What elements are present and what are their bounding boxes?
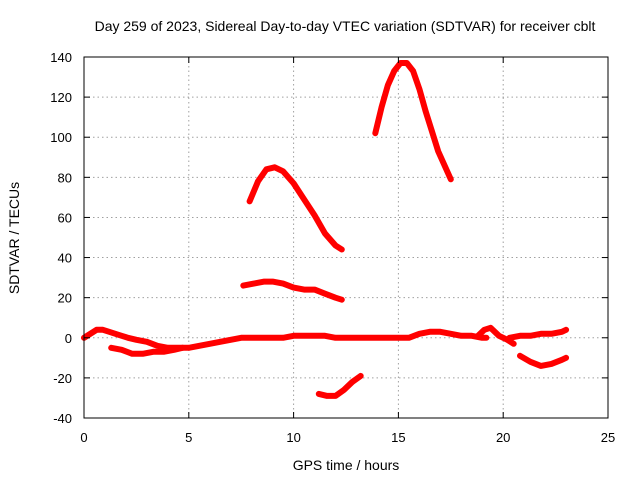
plot-frame [83,56,609,419]
y-axis-label: SDTVAR / TECUs [6,182,22,294]
y-tick-label: 40 [58,251,72,266]
x-tick-label: 20 [496,430,510,445]
y-tick-label: -40 [53,411,72,426]
series-line-arc-low-mid [315,372,364,399]
series-line-arc-low-left [108,344,186,357]
y-tick-label: 120 [50,90,72,105]
data-series [81,60,570,399]
y-tick-label: -20 [53,371,72,386]
x-axis-label: GPS time / hours [293,457,400,473]
y-tick-label: 20 [58,291,72,306]
series-line-arc-low-right [517,352,570,369]
y-tick-label: 80 [58,170,72,185]
series-line-arc-mid [240,278,345,303]
y-tick-label: 140 [50,50,72,65]
x-tick-label: 5 [185,430,192,445]
y-tick-label: 60 [58,210,72,225]
series-line-arc-peak [372,60,454,183]
tick-labels: -40 -20 0 20 40 60 80 100 120 140 0 5 10 15 20 25 [50,50,615,445]
x-tick-label: 0 [80,430,87,445]
x-tick-label: 15 [391,430,405,445]
chart-title: Day 259 of 2023, Sidereal Day-to-day VTE… [95,18,596,34]
series-line-arc-main [81,326,490,351]
x-tick-label: 10 [286,430,300,445]
series-line-arc-high-left [246,164,345,253]
y-tick-label: 0 [65,331,72,346]
axis-ticks [83,56,609,419]
y-tick-label: 100 [50,130,72,145]
series-line-arc-right [506,326,570,341]
x-tick-label: 25 [601,430,615,445]
